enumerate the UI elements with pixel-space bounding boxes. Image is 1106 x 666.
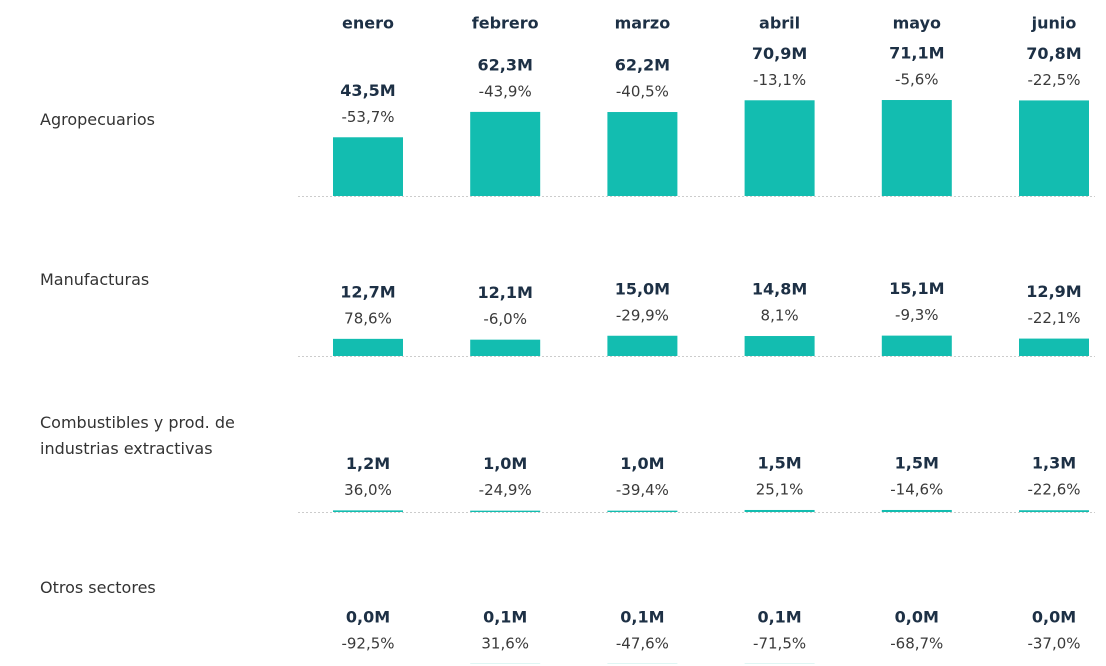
- value-label: 0,0M: [1032, 608, 1076, 627]
- change-label: 78,6%: [344, 309, 392, 327]
- column-header: junio: [1031, 14, 1077, 33]
- value-label: 70,8M: [1026, 44, 1081, 63]
- bar: [607, 112, 678, 196]
- value-label: 62,3M: [477, 55, 532, 74]
- value-label: 1,5M: [757, 453, 801, 472]
- bar: [881, 100, 952, 196]
- change-label: -24,9%: [479, 481, 532, 499]
- value-label: 15,0M: [615, 279, 670, 298]
- bar: [1019, 100, 1089, 196]
- change-label: 36,0%: [344, 481, 392, 499]
- change-label: 8,1%: [761, 307, 799, 325]
- change-label: -6,0%: [483, 310, 527, 328]
- row-label: Manufacturas: [40, 270, 150, 289]
- bar: [744, 100, 815, 196]
- change-label: -13,1%: [753, 71, 806, 89]
- value-label: 0,1M: [757, 607, 801, 626]
- bar: [881, 509, 952, 512]
- bar: [1019, 338, 1089, 356]
- value-label: 1,0M: [620, 454, 664, 473]
- value-label: 12,7M: [340, 282, 395, 301]
- change-label: -71,5%: [753, 634, 806, 652]
- column-header: mayo: [893, 14, 941, 33]
- bar: [881, 335, 952, 356]
- change-label: -14,6%: [890, 480, 943, 498]
- bar: [470, 339, 541, 356]
- bar: [1019, 510, 1089, 512]
- change-label: 25,1%: [756, 480, 804, 498]
- value-label: 0,1M: [483, 607, 527, 626]
- bar: [607, 510, 678, 512]
- value-label: 1,0M: [483, 454, 527, 473]
- change-label: -43,9%: [479, 82, 532, 100]
- column-header: marzo: [615, 14, 671, 33]
- value-label: 43,5M: [340, 81, 395, 100]
- value-label: 15,1M: [889, 279, 944, 298]
- bar: [744, 336, 815, 356]
- bar: [607, 335, 678, 356]
- change-label: -47,6%: [616, 634, 669, 652]
- change-label: -22,1%: [1027, 309, 1080, 327]
- row-label: Agropecuarios: [40, 110, 156, 129]
- change-label: -92,5%: [341, 635, 394, 653]
- value-label: 1,5M: [895, 453, 939, 472]
- change-label: -37,0%: [1027, 635, 1080, 653]
- change-label: 31,6%: [481, 634, 529, 652]
- value-label: 71,1M: [889, 44, 944, 63]
- value-label: 1,3M: [1032, 454, 1076, 473]
- change-label: -39,4%: [616, 481, 669, 499]
- column-header: febrero: [472, 14, 539, 33]
- bar: [744, 509, 815, 512]
- row-label: Combustibles y prod. de industrias extra…: [40, 413, 235, 458]
- value-label: 0,0M: [346, 608, 390, 627]
- value-label: 62,2M: [615, 56, 670, 75]
- change-label: -29,9%: [616, 306, 669, 324]
- change-label: -53,7%: [341, 108, 394, 126]
- change-label: -40,5%: [616, 83, 669, 101]
- change-label: -9,3%: [895, 306, 939, 324]
- change-label: -68,7%: [890, 635, 943, 653]
- value-label: 0,0M: [895, 608, 939, 627]
- bar: [470, 111, 541, 196]
- value-label: 12,9M: [1026, 282, 1081, 301]
- row-label: Otros sectores: [40, 578, 156, 597]
- bar: [333, 338, 403, 356]
- value-label: 70,9M: [752, 44, 807, 63]
- change-label: -22,5%: [1027, 71, 1080, 89]
- column-header: enero: [342, 14, 394, 33]
- column-header: abril: [759, 14, 800, 33]
- value-label: 14,8M: [752, 280, 807, 299]
- bar: [470, 510, 541, 512]
- value-label: 1,2M: [346, 454, 390, 473]
- value-label: 0,1M: [620, 607, 664, 626]
- value-label: 12,1M: [477, 283, 532, 302]
- bar: [333, 510, 403, 512]
- change-label: -5,6%: [895, 71, 939, 89]
- change-label: -22,6%: [1027, 481, 1080, 499]
- bar: [333, 137, 403, 196]
